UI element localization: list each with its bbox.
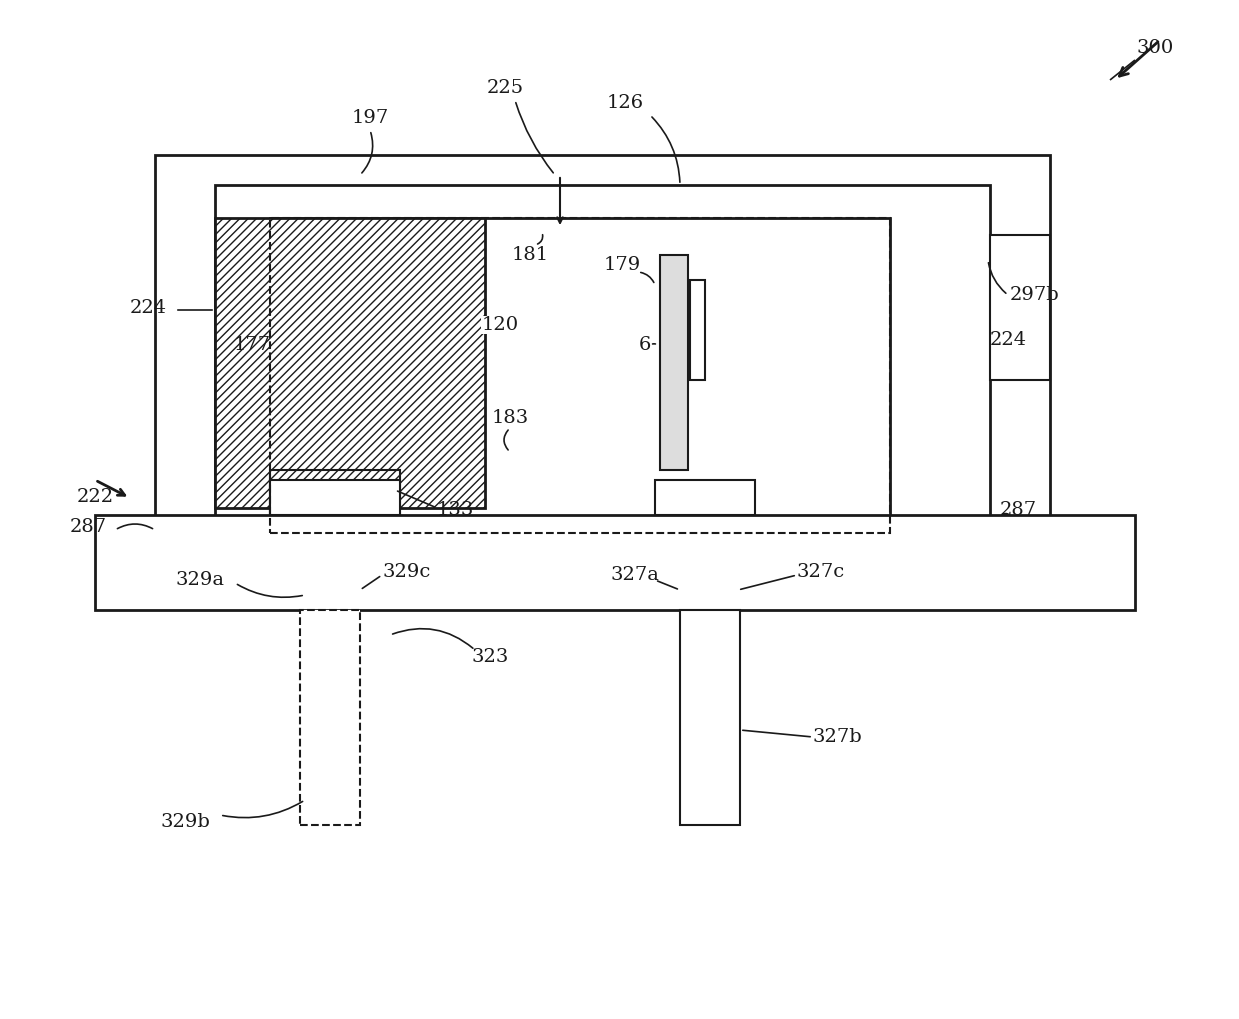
Bar [660, 255, 688, 470]
Bar [300, 610, 361, 825]
Text: 183: 183 [492, 409, 529, 427]
Text: 297b: 297b [1010, 286, 1059, 304]
Text: 329a: 329a [176, 571, 224, 589]
Text: 222: 222 [77, 488, 114, 506]
Bar [990, 235, 1049, 380]
Bar [155, 155, 1049, 585]
Text: 327c: 327c [797, 564, 845, 581]
Text: 6: 6 [639, 336, 652, 354]
Text: 329c: 329c [383, 564, 431, 581]
Text: 225: 225 [487, 79, 524, 97]
Bar [270, 218, 890, 533]
Text: 197: 197 [352, 109, 389, 127]
Bar [270, 218, 890, 533]
Text: 327a: 327a [611, 566, 659, 584]
Text: 177: 177 [233, 336, 270, 354]
Text: 287: 287 [69, 518, 107, 536]
Text: 323: 323 [471, 648, 509, 666]
Text: 300: 300 [1136, 39, 1173, 57]
Text: 181: 181 [512, 246, 549, 264]
Bar [216, 185, 990, 560]
Text: 329b: 329b [160, 813, 209, 832]
Bar [270, 470, 400, 533]
Text: 287: 287 [1000, 501, 1037, 519]
Text: 179: 179 [603, 256, 641, 274]
Bar [270, 480, 400, 515]
Bar [690, 280, 705, 380]
Bar [95, 515, 1135, 610]
Text: 126: 126 [606, 94, 643, 112]
Text: 327b: 327b [813, 728, 862, 746]
Bar [216, 218, 484, 508]
Text: 120: 120 [482, 316, 519, 334]
Text: 224: 224 [990, 331, 1027, 348]
Bar [655, 480, 755, 515]
Bar [680, 610, 740, 825]
Text: 224: 224 [129, 299, 166, 317]
Text: 133: 133 [437, 501, 475, 519]
